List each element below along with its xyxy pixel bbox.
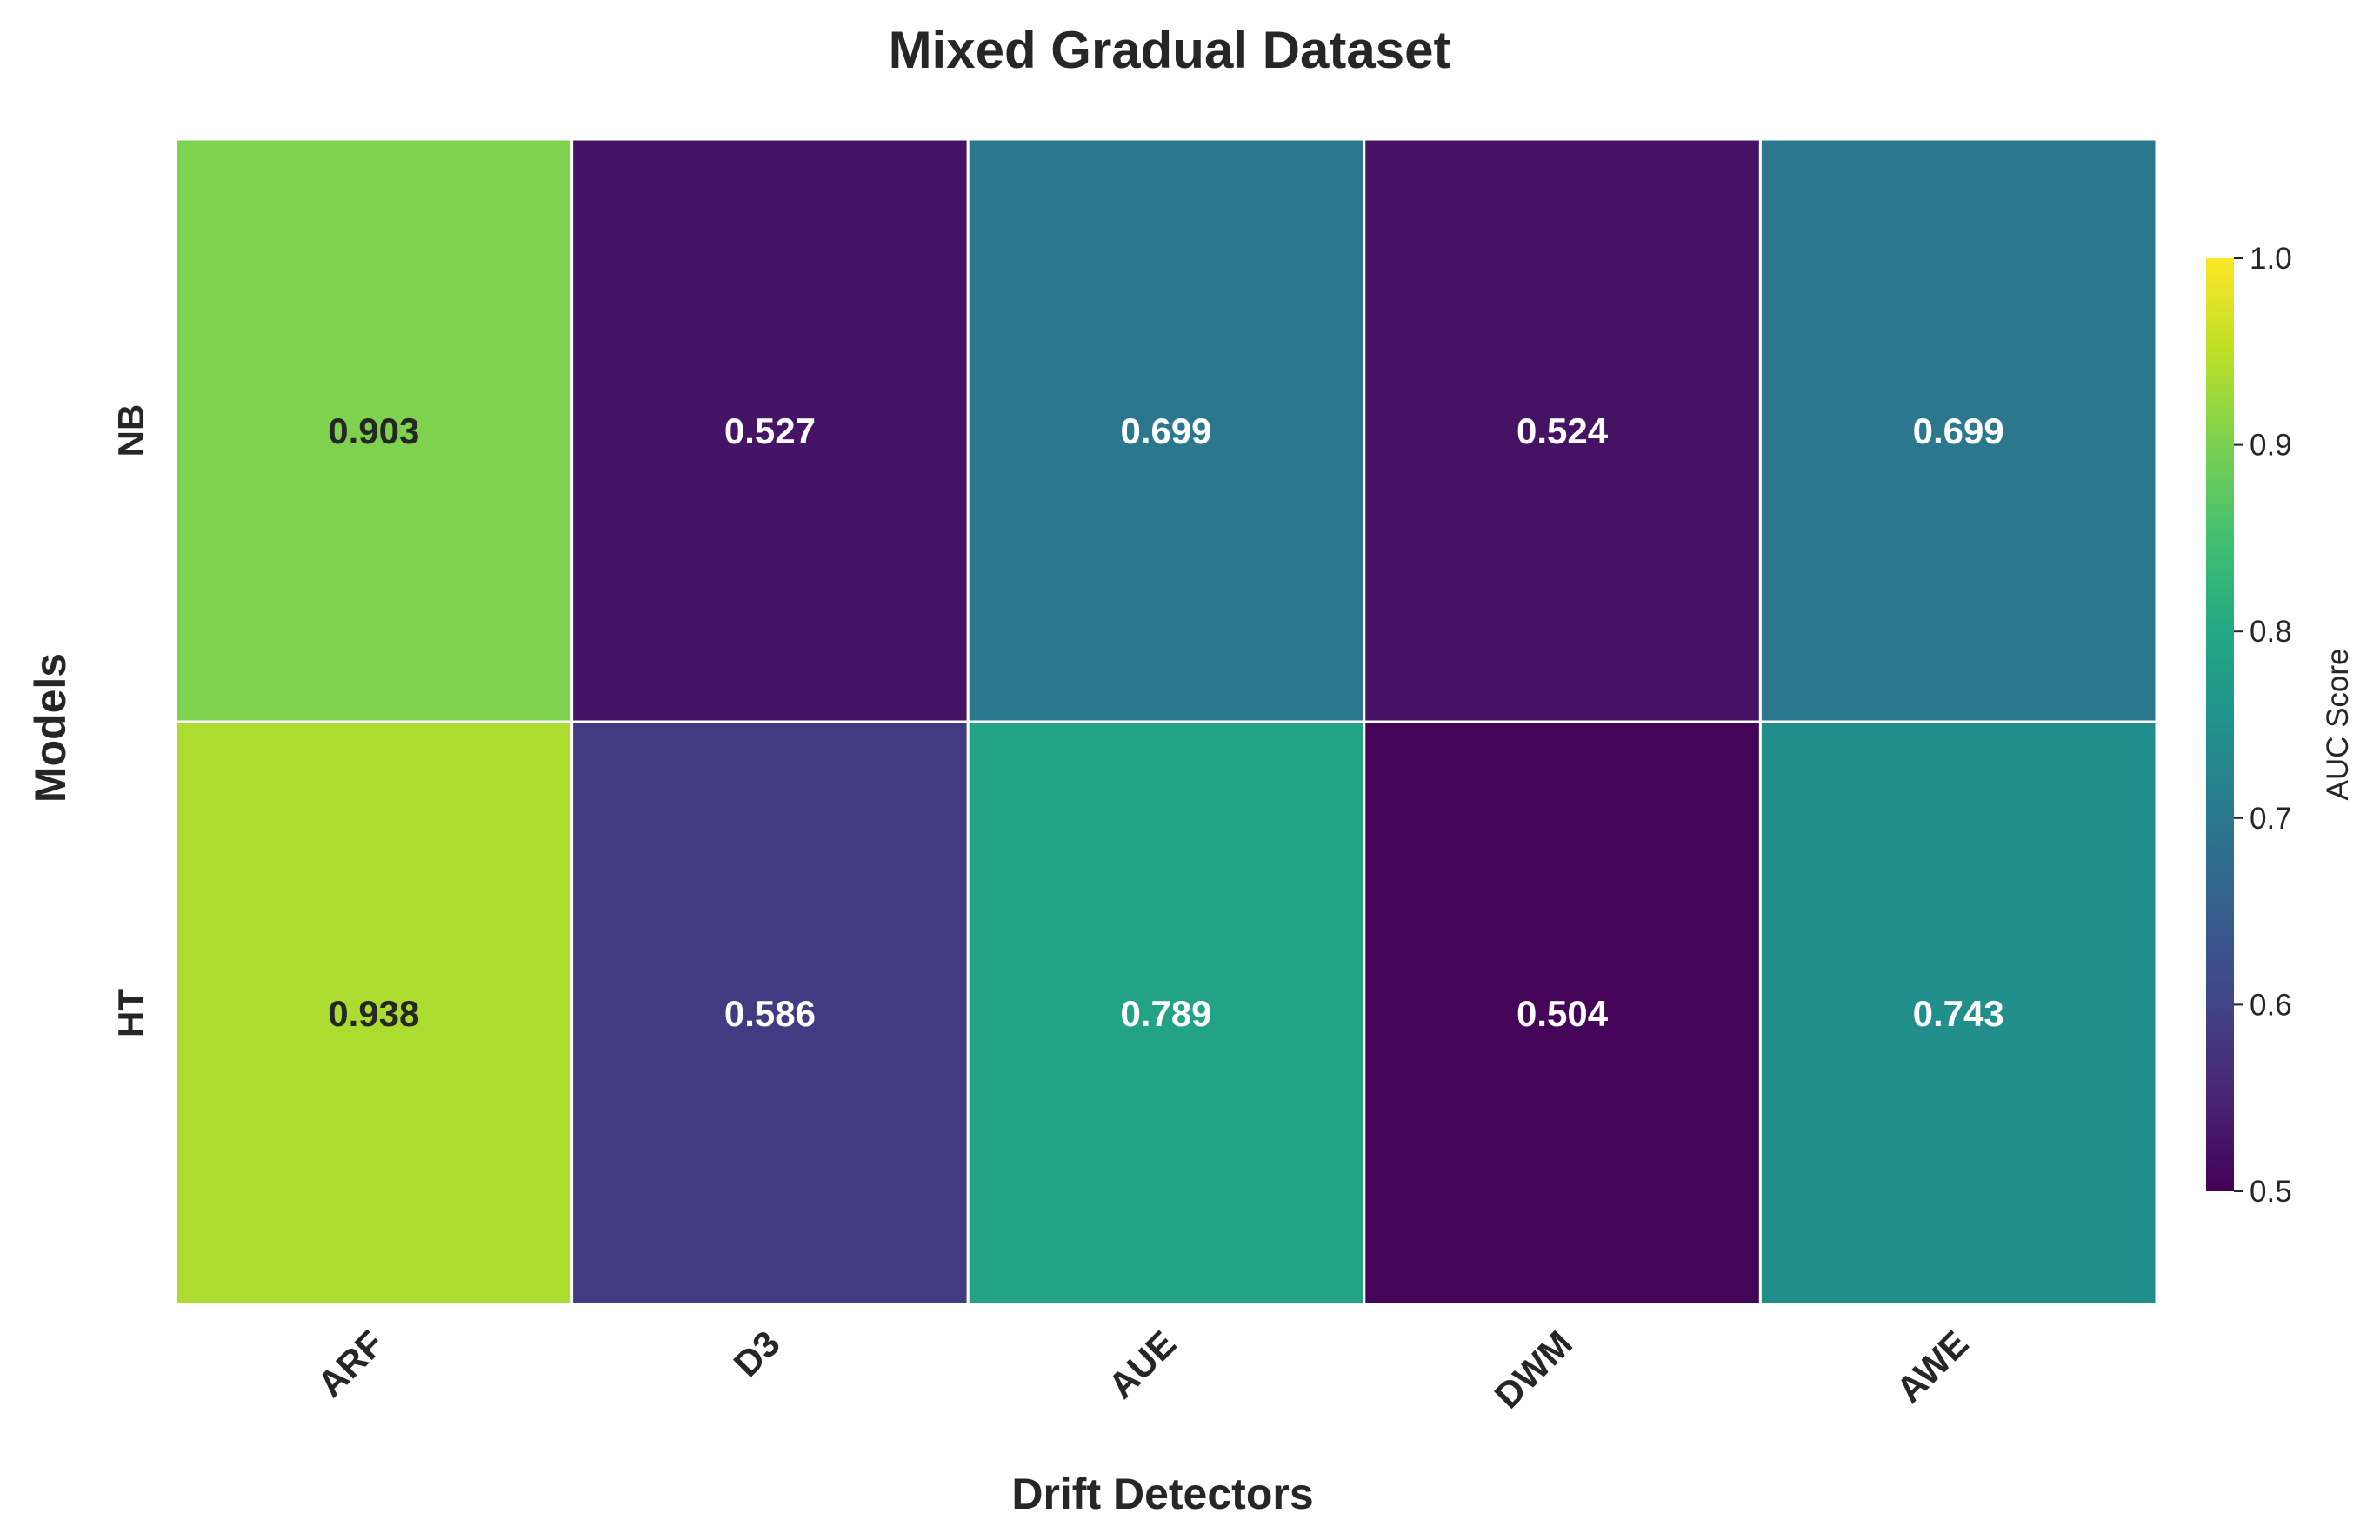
x-axis-label: Drift Detectors xyxy=(1011,1470,1313,1518)
heatmap-value-labels: 0.903 0.527 0.699 0.524 0.699 0.938 0.586 0.789… xyxy=(328,410,2004,1034)
y-tick-label: HT xyxy=(110,989,151,1037)
heatmap-cells xyxy=(174,137,2158,1306)
cell-value-label: 0.504 xyxy=(1517,993,1609,1034)
cell-value-label: 0.903 xyxy=(328,410,419,451)
cell-value-label: 0.699 xyxy=(1913,410,2004,451)
colorbar-tick-label: 0.9 xyxy=(2250,429,2292,463)
heatmap-cell xyxy=(966,137,1366,723)
x-tick-label: AWE xyxy=(1889,1323,1977,1410)
x-tick-label: DWM xyxy=(1487,1323,1580,1416)
chart-title: Mixed Gradual Dataset xyxy=(889,21,1451,79)
heatmap-cell xyxy=(1758,720,2158,1306)
colorbar-tick-label: 0.7 xyxy=(2250,802,2292,836)
cell-value-label: 0.524 xyxy=(1517,410,1609,451)
heatmap-cell xyxy=(1758,137,2158,723)
heatmap-cell xyxy=(174,720,574,1306)
colorbar-tick-label: 1.0 xyxy=(2250,242,2292,276)
cell-value-label: 0.527 xyxy=(724,410,816,451)
x-tick-label: ARF xyxy=(310,1323,391,1404)
heatmap-cell xyxy=(174,137,574,723)
cell-value-label: 0.699 xyxy=(1120,410,1211,451)
heatmap-cell xyxy=(1363,720,1762,1306)
cell-value-label: 0.938 xyxy=(328,993,419,1034)
colorbar-tick-label: 0.5 xyxy=(2250,1175,2292,1209)
cell-value-label: 0.743 xyxy=(1913,993,2004,1034)
x-tick-labels: ARF D3 AUE DWM AWE xyxy=(310,1323,1977,1416)
x-tick-label: AUE xyxy=(1100,1323,1183,1406)
colorbar-tick-label: 0.6 xyxy=(2250,988,2292,1022)
colorbar xyxy=(2206,258,2234,1191)
heatmap-cell xyxy=(1363,137,1762,723)
heatmap-cell xyxy=(966,720,1366,1306)
colorbar-ticks: 0.5 0.6 0.7 0.8 0.9 1.0 xyxy=(2234,242,2292,1209)
colorbar-tick-label: 0.8 xyxy=(2250,615,2292,649)
x-tick-label: D3 xyxy=(726,1323,788,1384)
y-axis-label: Models xyxy=(26,653,75,803)
colorbar-label: AUC Score xyxy=(2321,648,2355,800)
heatmap-cell xyxy=(570,720,970,1306)
heatmap-cell xyxy=(570,137,970,723)
cell-value-label: 0.586 xyxy=(724,993,816,1034)
cell-value-label: 0.789 xyxy=(1120,993,1211,1034)
y-tick-label: NB xyxy=(110,404,151,457)
y-tick-labels: NB HT xyxy=(110,404,151,1037)
